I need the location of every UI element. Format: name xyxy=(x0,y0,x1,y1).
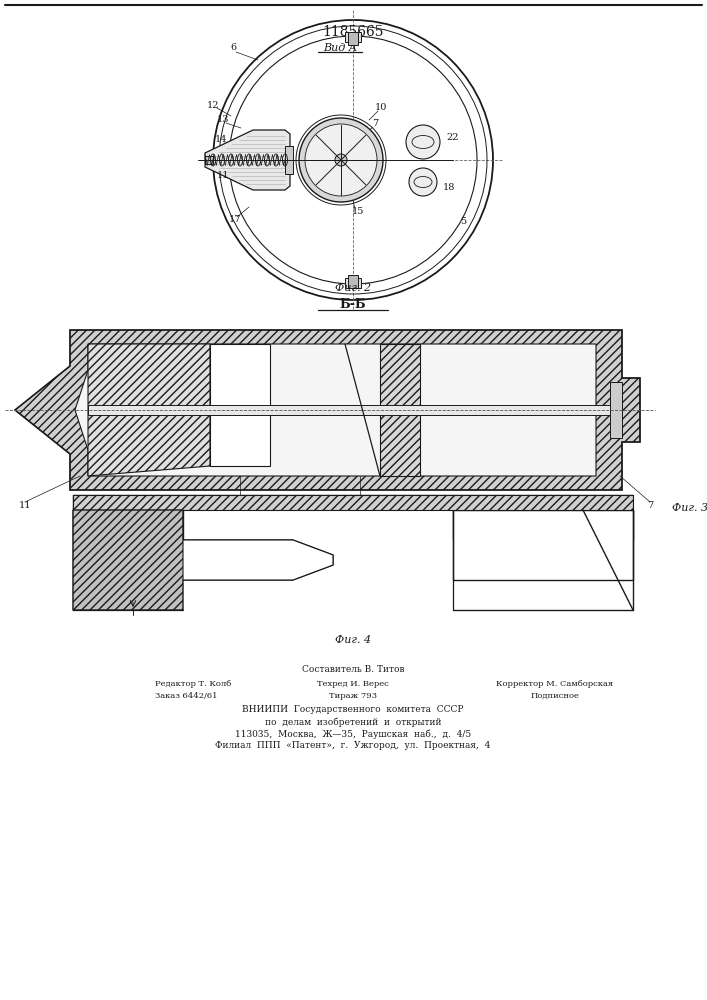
Text: 113035,  Москва,  Ж—35,  Раушская  наб.,  д.  4/5: 113035, Москва, Ж—35, Раушская наб., д. … xyxy=(235,729,471,739)
Text: Составитель В. Титов: Составитель В. Титов xyxy=(302,666,404,674)
Bar xyxy=(205,156,213,164)
Text: 13: 13 xyxy=(217,115,229,124)
Circle shape xyxy=(213,20,493,300)
Text: 12: 12 xyxy=(206,101,219,109)
Text: 1185665: 1185665 xyxy=(322,25,384,39)
Polygon shape xyxy=(73,495,633,510)
Text: 7: 7 xyxy=(647,501,653,510)
Polygon shape xyxy=(73,510,183,540)
Text: ВНИИПИ  Государственного  комитета  СССР: ВНИИПИ Государственного комитета СССР xyxy=(243,706,464,714)
Text: Фиг. 3: Фиг. 3 xyxy=(672,503,707,513)
Bar xyxy=(453,510,633,540)
Bar xyxy=(285,146,293,174)
Text: Фиг. 4: Фиг. 4 xyxy=(335,635,371,645)
Text: 18: 18 xyxy=(443,184,455,192)
Circle shape xyxy=(299,118,383,202)
Circle shape xyxy=(406,125,440,159)
Bar xyxy=(88,405,610,415)
Text: Подписное: Подписное xyxy=(530,692,580,700)
Text: по  делам  изобретений  и  открытий: по делам изобретений и открытий xyxy=(264,717,441,727)
Text: 14: 14 xyxy=(215,135,227,144)
Text: Филиал  ППП  «Патент»,  г.  Ужгород,  ул.  Проектная,  4: Филиал ППП «Патент», г. Ужгород, ул. Про… xyxy=(216,742,491,750)
Text: 10: 10 xyxy=(375,104,387,112)
Bar xyxy=(210,344,270,466)
Text: 5: 5 xyxy=(460,218,466,227)
Text: Вид А: Вид А xyxy=(323,43,357,53)
Polygon shape xyxy=(15,330,640,490)
Text: 15: 15 xyxy=(352,208,364,217)
Polygon shape xyxy=(88,344,210,476)
Text: 15: 15 xyxy=(234,501,246,510)
Text: Корректор М. Самборская: Корректор М. Самборская xyxy=(496,680,614,688)
Polygon shape xyxy=(73,510,333,610)
Bar xyxy=(345,278,361,288)
Bar xyxy=(348,275,358,288)
Text: 17: 17 xyxy=(229,216,241,225)
Bar xyxy=(453,510,633,580)
Text: 7: 7 xyxy=(372,119,378,128)
Bar xyxy=(348,32,358,45)
Text: 11: 11 xyxy=(217,170,229,180)
Text: Заказ 6442/61: Заказ 6442/61 xyxy=(155,692,218,700)
Bar xyxy=(345,32,361,42)
Circle shape xyxy=(305,124,377,196)
Text: Тираж 793: Тираж 793 xyxy=(329,692,377,700)
Text: 22: 22 xyxy=(447,133,460,142)
Text: Редактор Т. Колб: Редактор Т. Колб xyxy=(155,680,231,688)
Polygon shape xyxy=(205,130,290,190)
Polygon shape xyxy=(75,344,596,476)
Text: Б-Б: Б-Б xyxy=(339,298,366,312)
Circle shape xyxy=(335,154,347,166)
Circle shape xyxy=(409,168,437,196)
Text: Техред И. Верес: Техред И. Верес xyxy=(317,680,389,688)
Text: 11: 11 xyxy=(19,501,31,510)
Polygon shape xyxy=(380,344,420,476)
Polygon shape xyxy=(183,540,333,580)
Text: 10: 10 xyxy=(354,501,366,510)
Text: Фиг. 2: Фиг. 2 xyxy=(335,283,371,293)
Bar xyxy=(610,382,622,438)
Text: 6: 6 xyxy=(230,43,236,52)
